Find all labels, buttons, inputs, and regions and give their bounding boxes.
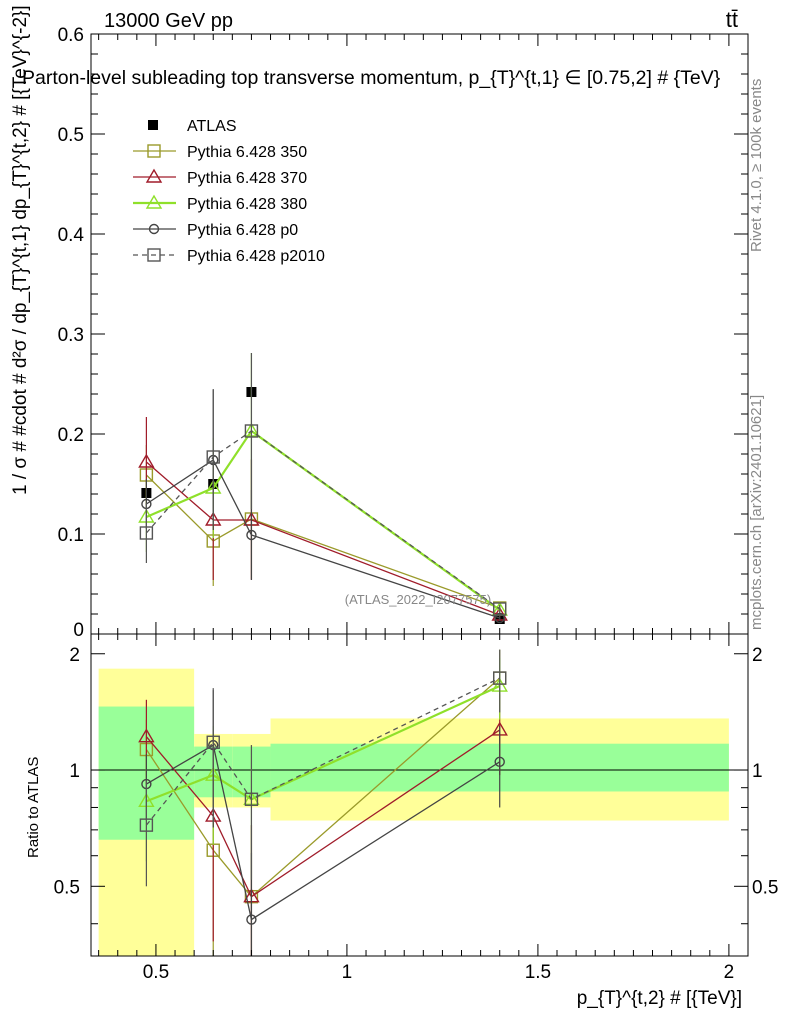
main-series-4-line bbox=[146, 459, 500, 619]
x-tick-label: 2 bbox=[724, 962, 735, 983]
header-left: 13000 GeV pp bbox=[104, 10, 233, 32]
ratio-y-tick-label-right: 2 bbox=[752, 645, 763, 666]
ratio-series-3-point bbox=[494, 756, 505, 768]
legend-entry-5-marker bbox=[147, 248, 161, 262]
legend-entry-3-label: Pythia 6.428 380 bbox=[187, 196, 307, 213]
main-y-axis-label: 1 / σ # #cdot # d²σ / dp_{T}^{t,1} dp_{T… bbox=[10, 5, 31, 495]
ratio-series-0-line bbox=[145, 677, 501, 898]
legend-entry-5-label: Pythia 6.428 p2010 bbox=[187, 248, 325, 265]
x-tick-label: 1.5 bbox=[525, 962, 551, 983]
legend-entry-2-label: Pythia 6.428 370 bbox=[187, 170, 307, 187]
ratio-series-4-point bbox=[206, 735, 220, 749]
x-axis-label: p_{T}^{t,2} # [{TeV}] bbox=[577, 988, 742, 1009]
main-series-5-point bbox=[206, 450, 220, 464]
main-series-3-line bbox=[145, 429, 501, 611]
main-series-1-line bbox=[145, 474, 500, 609]
main-series-5-point bbox=[244, 424, 259, 438]
ratio-series-2-line bbox=[145, 685, 501, 803]
legend-entry-4-label: Pythia 6.428 p0 bbox=[187, 222, 298, 239]
main-series-4-point bbox=[246, 529, 257, 541]
legend-entry-1-label: Pythia 6.428 350 bbox=[187, 144, 307, 161]
main-series-5-point bbox=[493, 602, 507, 616]
main-y-tick-label: 0.5 bbox=[58, 125, 84, 146]
main-y-tick-label: 0.3 bbox=[58, 325, 84, 346]
ratio-y-tick-label-right: 0.5 bbox=[752, 877, 778, 898]
ratio-series-1-line bbox=[145, 729, 501, 898]
main-y-tick-label: 0.2 bbox=[58, 425, 84, 446]
rivet-version-label: Rivet 4.1.0, ≥ 100k events bbox=[748, 79, 765, 252]
legend-entry-4-marker bbox=[148, 223, 160, 235]
x-tick-label: 0.5 bbox=[143, 962, 169, 983]
ratio-series-4-point bbox=[493, 671, 507, 685]
mcplots-label: mcplots.cern.ch [arXiv:2401.10621] bbox=[748, 395, 765, 630]
ratio-y-tick-label-left: 1 bbox=[69, 761, 80, 782]
main-y-tick-label: 0 bbox=[73, 620, 84, 641]
main-series-2-point bbox=[138, 453, 155, 468]
ratio-series-4-point bbox=[244, 792, 259, 806]
main-series-2-line bbox=[145, 461, 500, 616]
main-y-tick-label: 0.6 bbox=[58, 25, 84, 46]
header-right: tt̄ bbox=[726, 7, 738, 32]
ratio-panel-frame bbox=[90, 633, 749, 957]
ratio-series-4-point bbox=[139, 818, 154, 832]
ratio-y-axis-label: Ratio to ATLAS bbox=[25, 757, 42, 858]
main-series-5-line bbox=[145, 430, 501, 610]
legend-entry-3-marker bbox=[145, 194, 163, 209]
legend-entry-2-marker bbox=[145, 168, 163, 183]
analysis-watermark: (ATLAS_2022_I2077575) bbox=[345, 592, 491, 607]
chart-title: Parton-level subleading top transverse m… bbox=[22, 67, 721, 89]
ratio-series-3-point bbox=[246, 914, 257, 925]
main-y-tick-label: 0.1 bbox=[58, 525, 84, 546]
ratio-y-tick-label-right: 1 bbox=[752, 761, 763, 782]
ratio-y-tick-label-left: 2 bbox=[69, 645, 80, 666]
ratio-series-1-point bbox=[138, 728, 155, 743]
main-series-5-point bbox=[139, 526, 154, 540]
main-series-4-point bbox=[494, 612, 505, 624]
legend-entry-0-marker bbox=[148, 120, 158, 130]
x-tick-label: 1 bbox=[342, 962, 353, 983]
ratio-y-tick-label-left: 0.5 bbox=[54, 877, 80, 898]
ratio-series-3-line bbox=[146, 744, 501, 921]
legend-entry-0-label: ATLAS bbox=[187, 118, 237, 135]
main-y-tick-label: 0.4 bbox=[58, 225, 85, 246]
legend-entry-1-marker bbox=[147, 144, 161, 158]
